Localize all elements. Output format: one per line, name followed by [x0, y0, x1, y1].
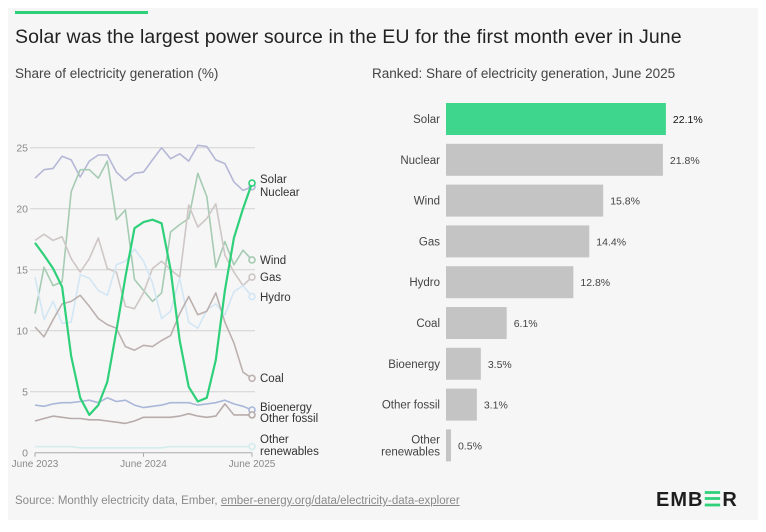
- bar-wind: [446, 184, 604, 217]
- bar-value-label: 14.4%: [596, 236, 626, 248]
- bar-category-label: Bioenergy: [388, 359, 440, 371]
- bar-hydro: [446, 266, 574, 299]
- series-line-gas: [34, 203, 253, 310]
- series-line-nuclear: [34, 144, 253, 192]
- end-marker-hydro: [248, 292, 256, 301]
- chart-title: Solar was the largest power source in th…: [15, 26, 682, 48]
- y-tick-label: 20: [16, 204, 28, 216]
- bar-category-label: renewables: [381, 446, 440, 458]
- bar-value-label: 12.8%: [580, 277, 610, 289]
- accent-bar: [15, 11, 148, 14]
- bar-category-label: Wind: [414, 196, 440, 208]
- series-line-wind: [34, 160, 253, 314]
- bar-bioenergy: [446, 347, 481, 380]
- end-marker-other-fossil: [248, 411, 256, 419]
- y-tick-label: 15: [16, 265, 28, 277]
- bar-value-label: 3.5%: [488, 359, 512, 371]
- series-end-label: Other: [260, 434, 289, 446]
- y-tick-label: 0: [22, 448, 28, 460]
- y-tick-label: 10: [16, 326, 28, 338]
- bar-category-label: Other fossil: [382, 400, 440, 412]
- end-marker-solar: [248, 179, 256, 187]
- bar-value-label: 3.1%: [484, 400, 508, 412]
- series-line-other-renewables: [35, 445, 252, 449]
- series-line-other-fossil: [34, 403, 252, 425]
- bar-gas: [446, 225, 590, 258]
- line-chart-title: Share of electricity generation (%): [15, 66, 219, 81]
- ember-logo: EMB☰R: [656, 489, 738, 511]
- bar-category-label: Coal: [416, 318, 440, 330]
- bar-category-label: Gas: [419, 236, 440, 248]
- y-tick-label: 25: [16, 143, 28, 155]
- series-line-hydro: [34, 248, 253, 330]
- end-marker-other-renewables: [248, 442, 256, 451]
- bar-coal: [446, 307, 507, 339]
- bar-solar: [446, 103, 666, 135]
- series-end-label: Bioenergy: [260, 402, 312, 414]
- bar-value-label: 0.5%: [458, 440, 482, 452]
- series-end-label: Other fossil: [260, 413, 318, 425]
- series-end-label: renewables: [260, 446, 319, 458]
- series-end-label: Solar: [260, 174, 287, 186]
- source-text: Source: Monthly electricity data, Ember,: [15, 495, 221, 507]
- bar-value-label: 6.1%: [514, 318, 538, 330]
- bar-chart-title: Ranked: Share of electricity generation,…: [372, 66, 676, 81]
- bar-nuclear: [446, 143, 663, 176]
- bar-value-label: 15.8%: [610, 196, 640, 208]
- series-line-coal: [34, 292, 253, 379]
- series-line-solar: [34, 182, 254, 416]
- series-end-label: Nuclear: [260, 187, 300, 199]
- bar-category-label: Solar: [413, 114, 440, 126]
- end-marker-wind: [248, 256, 256, 264]
- source-link[interactable]: ember-energy.org/data/electricity-data-e…: [220, 495, 460, 507]
- y-tick-label: 5: [22, 387, 28, 399]
- bar-category-label: Hydro: [409, 277, 440, 289]
- end-marker-gas: [248, 273, 256, 281]
- x-tick-label: June 2023: [12, 459, 59, 470]
- bar-category-label: Other: [411, 434, 440, 446]
- x-tick-label: June 2025: [229, 459, 276, 470]
- series-end-label: Hydro: [260, 292, 291, 304]
- source-note: Source: Monthly electricity data, Ember,…: [15, 495, 460, 507]
- bar-category-label: Nuclear: [400, 155, 440, 167]
- series-end-label: Gas: [260, 272, 281, 284]
- bar-other-renewables: [446, 429, 451, 462]
- bar-value-label: 21.8%: [670, 155, 700, 167]
- bar-value-label: 22.1%: [673, 114, 703, 126]
- series-end-label: Wind: [260, 255, 286, 267]
- bar-other-fossil: [446, 388, 477, 421]
- end-marker-coal: [248, 374, 256, 383]
- series-end-label: Coal: [260, 373, 284, 385]
- series-line-bioenergy: [34, 396, 253, 411]
- x-tick-label: June 2024: [120, 459, 167, 470]
